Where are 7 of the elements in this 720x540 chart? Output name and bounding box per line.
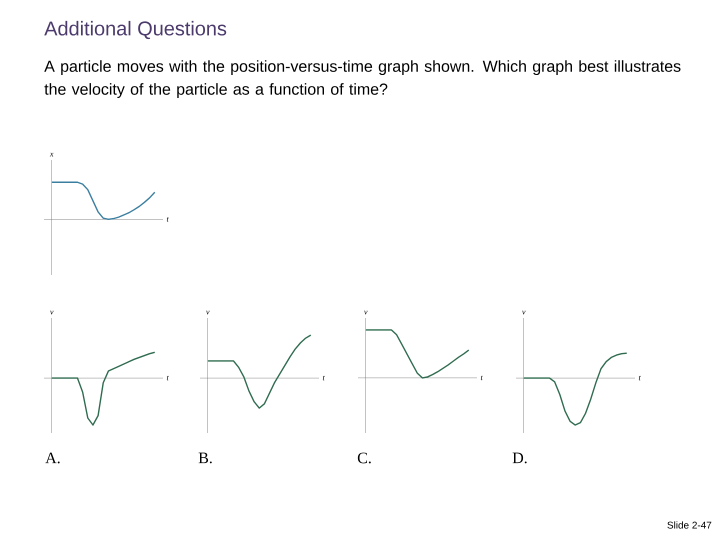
text: Slide 2-47 bbox=[667, 521, 712, 529]
text: B. bbox=[198, 452, 212, 464]
chart-title: Additional Questions bbox=[44, 20, 226, 40]
text: C. bbox=[358, 452, 371, 464]
text: A. bbox=[45, 452, 60, 464]
text: D. bbox=[512, 452, 527, 464]
text: A particle moves with the position-versus-time graph shown. Which graph best illustrates the velocity of the particle as a function of time? bbox=[44, 60, 680, 98]
